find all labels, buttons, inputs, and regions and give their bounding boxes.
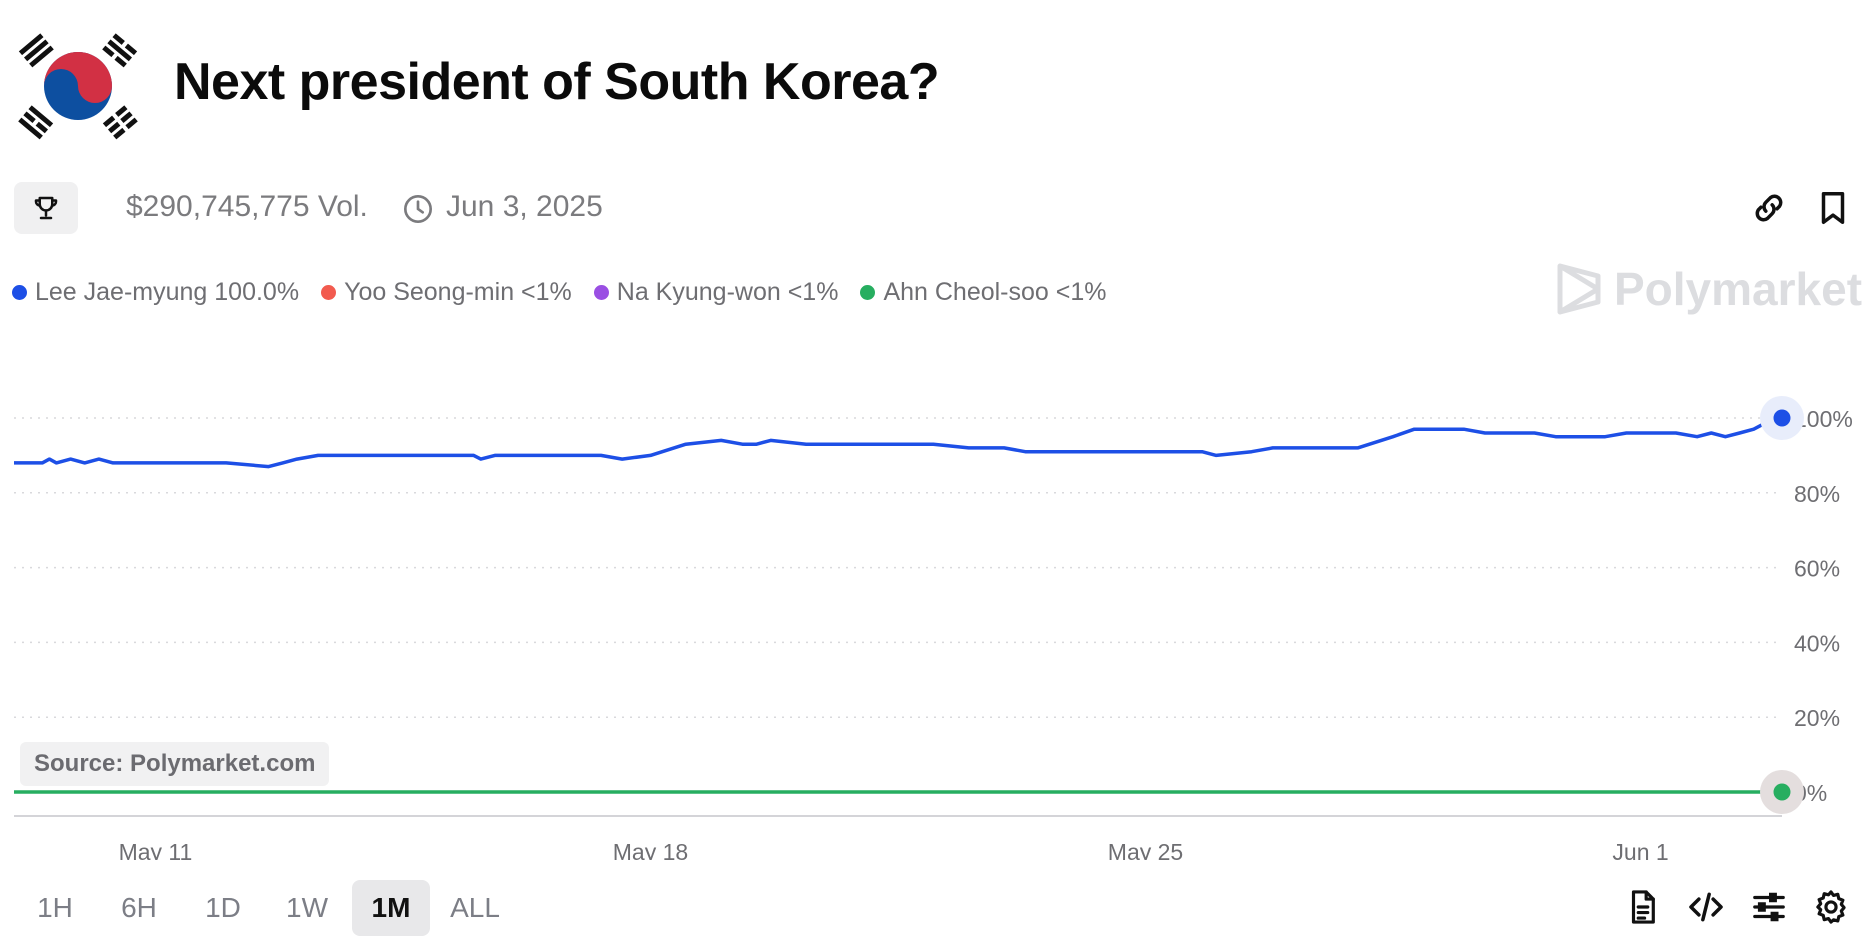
y-tick-label: 60%: [1794, 556, 1840, 582]
legend-dot: [860, 285, 876, 300]
time-range-1w-button[interactable]: 1W: [286, 892, 328, 923]
source-label: Source: Polymarket.com: [20, 742, 330, 786]
time-range-6h-button[interactable]: 6H: [121, 892, 157, 923]
trophy-button[interactable]: [14, 182, 78, 234]
x-tick-label: May 18: [613, 839, 688, 860]
polymarket-logo-icon: [1557, 263, 1601, 315]
legend-item: Yoo Seong-min <1%: [321, 278, 572, 307]
legend-label: Ahn Cheol-soo <1%: [883, 278, 1107, 306]
sliders-icon[interactable]: [1750, 888, 1788, 926]
page-title: Next president of South Korea?: [174, 53, 940, 111]
legend-label: Lee Jae-myung 100.0%: [35, 278, 300, 306]
series-end-point: [1773, 783, 1791, 801]
legend-label: Na Kyung-won <1%: [616, 278, 839, 306]
south-korea-flag-icon: [18, 33, 138, 140]
polymarket-logo: Polymarket: [1556, 262, 1862, 316]
y-tick-label: 80%: [1794, 481, 1840, 507]
series-end-point: [1773, 409, 1791, 427]
legend-item: Na Kyung-won <1%: [593, 278, 839, 307]
y-tick-label: 20%: [1794, 705, 1840, 731]
trophy-icon: [34, 196, 58, 220]
volume-text: $290,745,775 Vol.: [126, 190, 368, 223]
time-range-1h-button[interactable]: 1H: [37, 892, 73, 923]
polymarket-brand-name: Polymarket: [1614, 263, 1862, 315]
document-icon[interactable]: [1624, 888, 1662, 926]
legend-item: Lee Jae-myung 100.0%: [12, 278, 299, 307]
gear-icon[interactable]: [1812, 888, 1850, 926]
legend-item: Ahn Cheol-soo <1%: [860, 278, 1107, 307]
series-line: [14, 416, 1783, 469]
bookmark-icon[interactable]: [1814, 189, 1852, 227]
legend-dot: [12, 285, 27, 300]
code-icon[interactable]: [1687, 888, 1725, 926]
x-tick-label: May 25: [1108, 839, 1183, 860]
x-tick-label: Jun 1: [1612, 839, 1668, 860]
time-range-1d-button[interactable]: 1D: [205, 892, 241, 923]
x-tick-label: May 11: [119, 839, 193, 860]
clock-icon: [404, 195, 432, 223]
price-chart: 100%80%60%40%20%0%May 11 May 18 May 25 Jun …: [14, 396, 1853, 860]
chart-legend: Lee Jae-myung 100.0% Yoo Seong-min <1% Na …: [12, 278, 1107, 307]
legend-dot: [593, 285, 609, 300]
y-tick-label: 40%: [1794, 630, 1840, 656]
time-range-all-button[interactable]: ALL: [450, 892, 500, 923]
link-icon[interactable]: [1750, 189, 1788, 227]
legend-dot: [321, 285, 337, 300]
legend-label: Yoo Seong-min <1%: [344, 278, 572, 306]
time-range-1m-button[interactable]: 1M: [352, 880, 430, 936]
time-range-selector: 1H 6H 1D 1W 1M ALL: [16, 880, 514, 936]
end-date-text: Jun 3, 2025: [446, 190, 603, 223]
